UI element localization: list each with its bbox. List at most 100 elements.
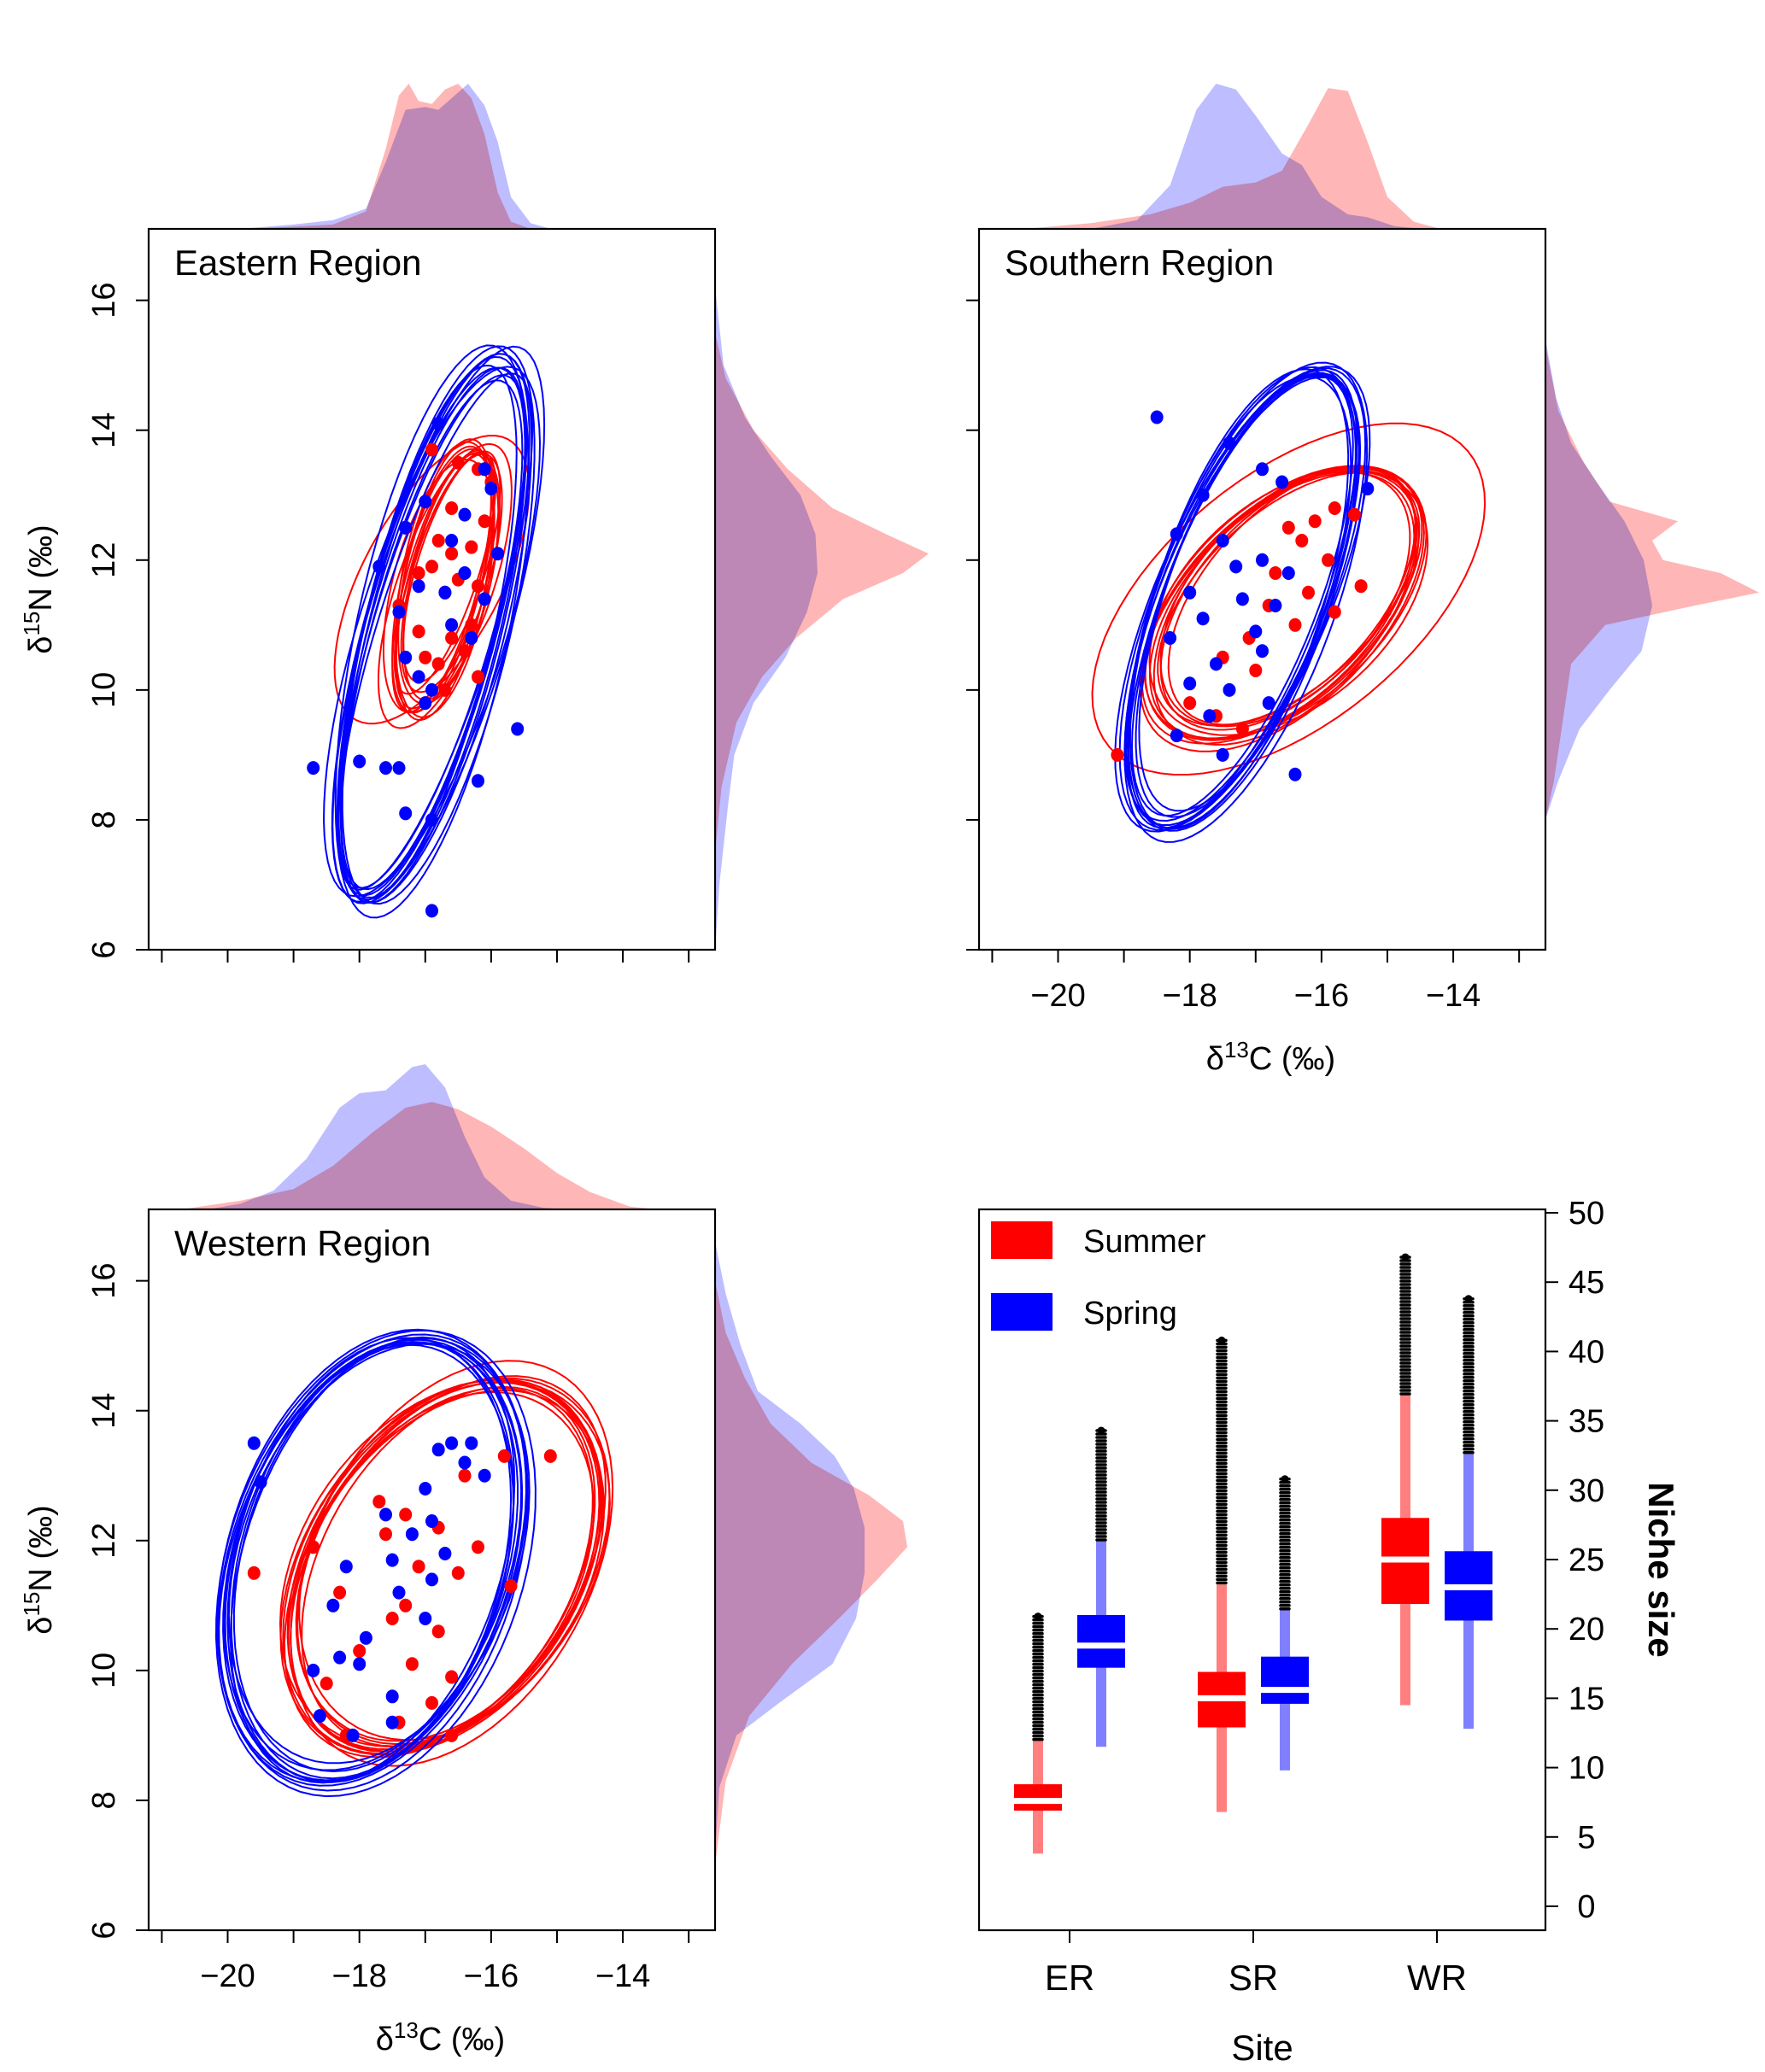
eastern-point-summer-6 — [478, 514, 491, 529]
southern-point-spring-2 — [1256, 462, 1269, 477]
southern-point-spring-21 — [1262, 696, 1275, 711]
eastern-ytick-label-1: 8 — [86, 811, 122, 828]
eastern-ylabel-tail: N (‰) — [23, 524, 59, 611]
eastern-point-spring-25 — [399, 806, 413, 821]
niche-ytick-label-0: 0 — [1577, 1889, 1595, 1925]
western-ytick-label-5: 16 — [86, 1262, 122, 1298]
western-right-density-spring — [715, 1242, 865, 1853]
eastern-point-spring-19 — [419, 696, 432, 711]
eastern-point-spring-4 — [458, 507, 472, 522]
western-point-summer-15 — [385, 1612, 399, 1625]
western-xlabel-sup: 13 — [394, 2017, 419, 2043]
western-point-summer-0 — [543, 1449, 557, 1463]
niche-ytick-label-7: 35 — [1569, 1404, 1604, 1440]
western-point-spring-7 — [247, 1436, 261, 1450]
southern-point-summer-14 — [1249, 664, 1263, 677]
western-ellipse-summer-6 — [279, 1378, 611, 1748]
southern-point-summer-5 — [1322, 553, 1335, 567]
western-ellipse-spring-4 — [229, 1336, 516, 1784]
western-ytick-label-3: 12 — [86, 1523, 122, 1559]
southern-top-density-summer — [1025, 88, 1440, 229]
eastern-point-spring-23 — [379, 761, 392, 776]
eastern-point-summer-18 — [412, 624, 425, 639]
legend-summer-swatch — [991, 1221, 1053, 1259]
eastern-ellipse-spring-5 — [334, 344, 530, 919]
western-point-summer-12 — [333, 1585, 347, 1600]
niche-ytick-label-4: 20 — [1569, 1612, 1604, 1648]
eastern-point-summer-9 — [465, 540, 478, 554]
western-point-spring-4 — [478, 1468, 491, 1483]
eastern-points — [307, 417, 525, 918]
southern-point-summer-8 — [1302, 585, 1315, 600]
eastern-point-spring-3 — [419, 495, 432, 509]
western-plot-frame — [147, 1208, 717, 1932]
eastern-ellipse-spring-10 — [340, 379, 524, 891]
southern-point-spring-24 — [1216, 747, 1229, 762]
western-ytick-label-1: 8 — [86, 1791, 122, 1809]
eastern-title: Eastern Region — [174, 243, 422, 283]
western-xlabel-tail: C (‰) — [419, 2022, 505, 2057]
western-xlabel-base: δ — [376, 2022, 394, 2057]
eastern-point-summer-14 — [472, 579, 484, 594]
southern-point-summer-1 — [1308, 514, 1322, 529]
western-point-spring-21 — [307, 1663, 320, 1677]
niche-boxes — [1014, 1253, 1492, 1854]
western-point-summer-3 — [372, 1495, 386, 1509]
western-ellipse-spring-9 — [214, 1329, 537, 1798]
southern-point-spring-9 — [1229, 559, 1243, 574]
western-title: Western Region — [174, 1223, 431, 1263]
western-point-spring-13 — [339, 1560, 353, 1574]
box-outliers-er-summer — [1032, 1614, 1044, 1741]
southern-ellipse-spring-8 — [1130, 375, 1354, 817]
western-ellipse-summer-4 — [298, 1378, 605, 1741]
western-point-spring-22 — [385, 1689, 399, 1704]
eastern-ytick-label-0: 6 — [86, 940, 122, 958]
western-point-summer-17 — [353, 1644, 366, 1658]
western-point-summer-9 — [412, 1560, 425, 1574]
southern-point-summer-0 — [1328, 501, 1341, 515]
niche-x-axis-label: Site — [1231, 2028, 1293, 2068]
eastern-point-spring-6 — [445, 534, 459, 547]
southern-point-spring-20 — [1223, 682, 1236, 697]
western-point-summer-18 — [405, 1657, 419, 1671]
western-ellipse-summer-8 — [282, 1378, 601, 1755]
eastern-region-panel: 6 8 10 12 14 16 Eastern Region δ15N (‰) — [19, 84, 929, 963]
southern-point-summer-4 — [1295, 534, 1309, 547]
box-outliers-wr-summer — [1399, 1255, 1411, 1396]
western-ellipse-summer-10 — [287, 1389, 603, 1751]
eastern-point-spring-12 — [478, 592, 491, 606]
eastern-ytick-label-3: 12 — [86, 542, 122, 578]
southern-point-spring-0 — [1150, 410, 1164, 424]
niche-ytick-label-9: 45 — [1569, 1265, 1604, 1301]
eastern-point-summer-5 — [445, 501, 459, 515]
western-ellipse-spring-1 — [232, 1341, 519, 1773]
eastern-point-spring-16 — [399, 650, 413, 664]
western-point-spring-14 — [425, 1572, 438, 1587]
eastern-ellipse-spring-11 — [340, 353, 531, 904]
southern-title: Southern Region — [1005, 243, 1274, 283]
southern-point-spring-23 — [1170, 729, 1183, 743]
eastern-point-spring-14 — [445, 618, 459, 632]
western-point-spring-8 — [379, 1507, 392, 1522]
southern-xtick-label-5: −16 — [1294, 978, 1349, 1014]
southern-point-spring-5 — [1361, 482, 1375, 496]
western-ytick-label-2: 10 — [86, 1653, 122, 1689]
eastern-top-density-spring — [240, 84, 551, 229]
niche-ytick-label-2: 10 — [1569, 1751, 1604, 1787]
western-point-summer-20 — [320, 1677, 333, 1691]
eastern-point-summer-22 — [431, 657, 445, 671]
eastern-point-spring-20 — [511, 722, 525, 736]
legend-summer-label: Summer — [1083, 1224, 1206, 1260]
legend-spring-swatch — [991, 1293, 1053, 1331]
western-ellipse-spring-3 — [224, 1343, 514, 1783]
southern-point-summer-18 — [1235, 722, 1249, 736]
western-ellipse-summer-9 — [290, 1360, 614, 1767]
western-ellipse-summer-3 — [290, 1387, 594, 1753]
eastern-point-summer-10 — [445, 547, 459, 561]
southern-ellipse-summer-6 — [1148, 468, 1429, 736]
eastern-point-summer-23 — [472, 670, 484, 684]
eastern-plot-frame — [147, 227, 717, 951]
western-point-spring-17 — [419, 1612, 432, 1625]
eastern-point-summer-19 — [445, 631, 459, 645]
eastern-point-summer-20 — [458, 644, 472, 658]
